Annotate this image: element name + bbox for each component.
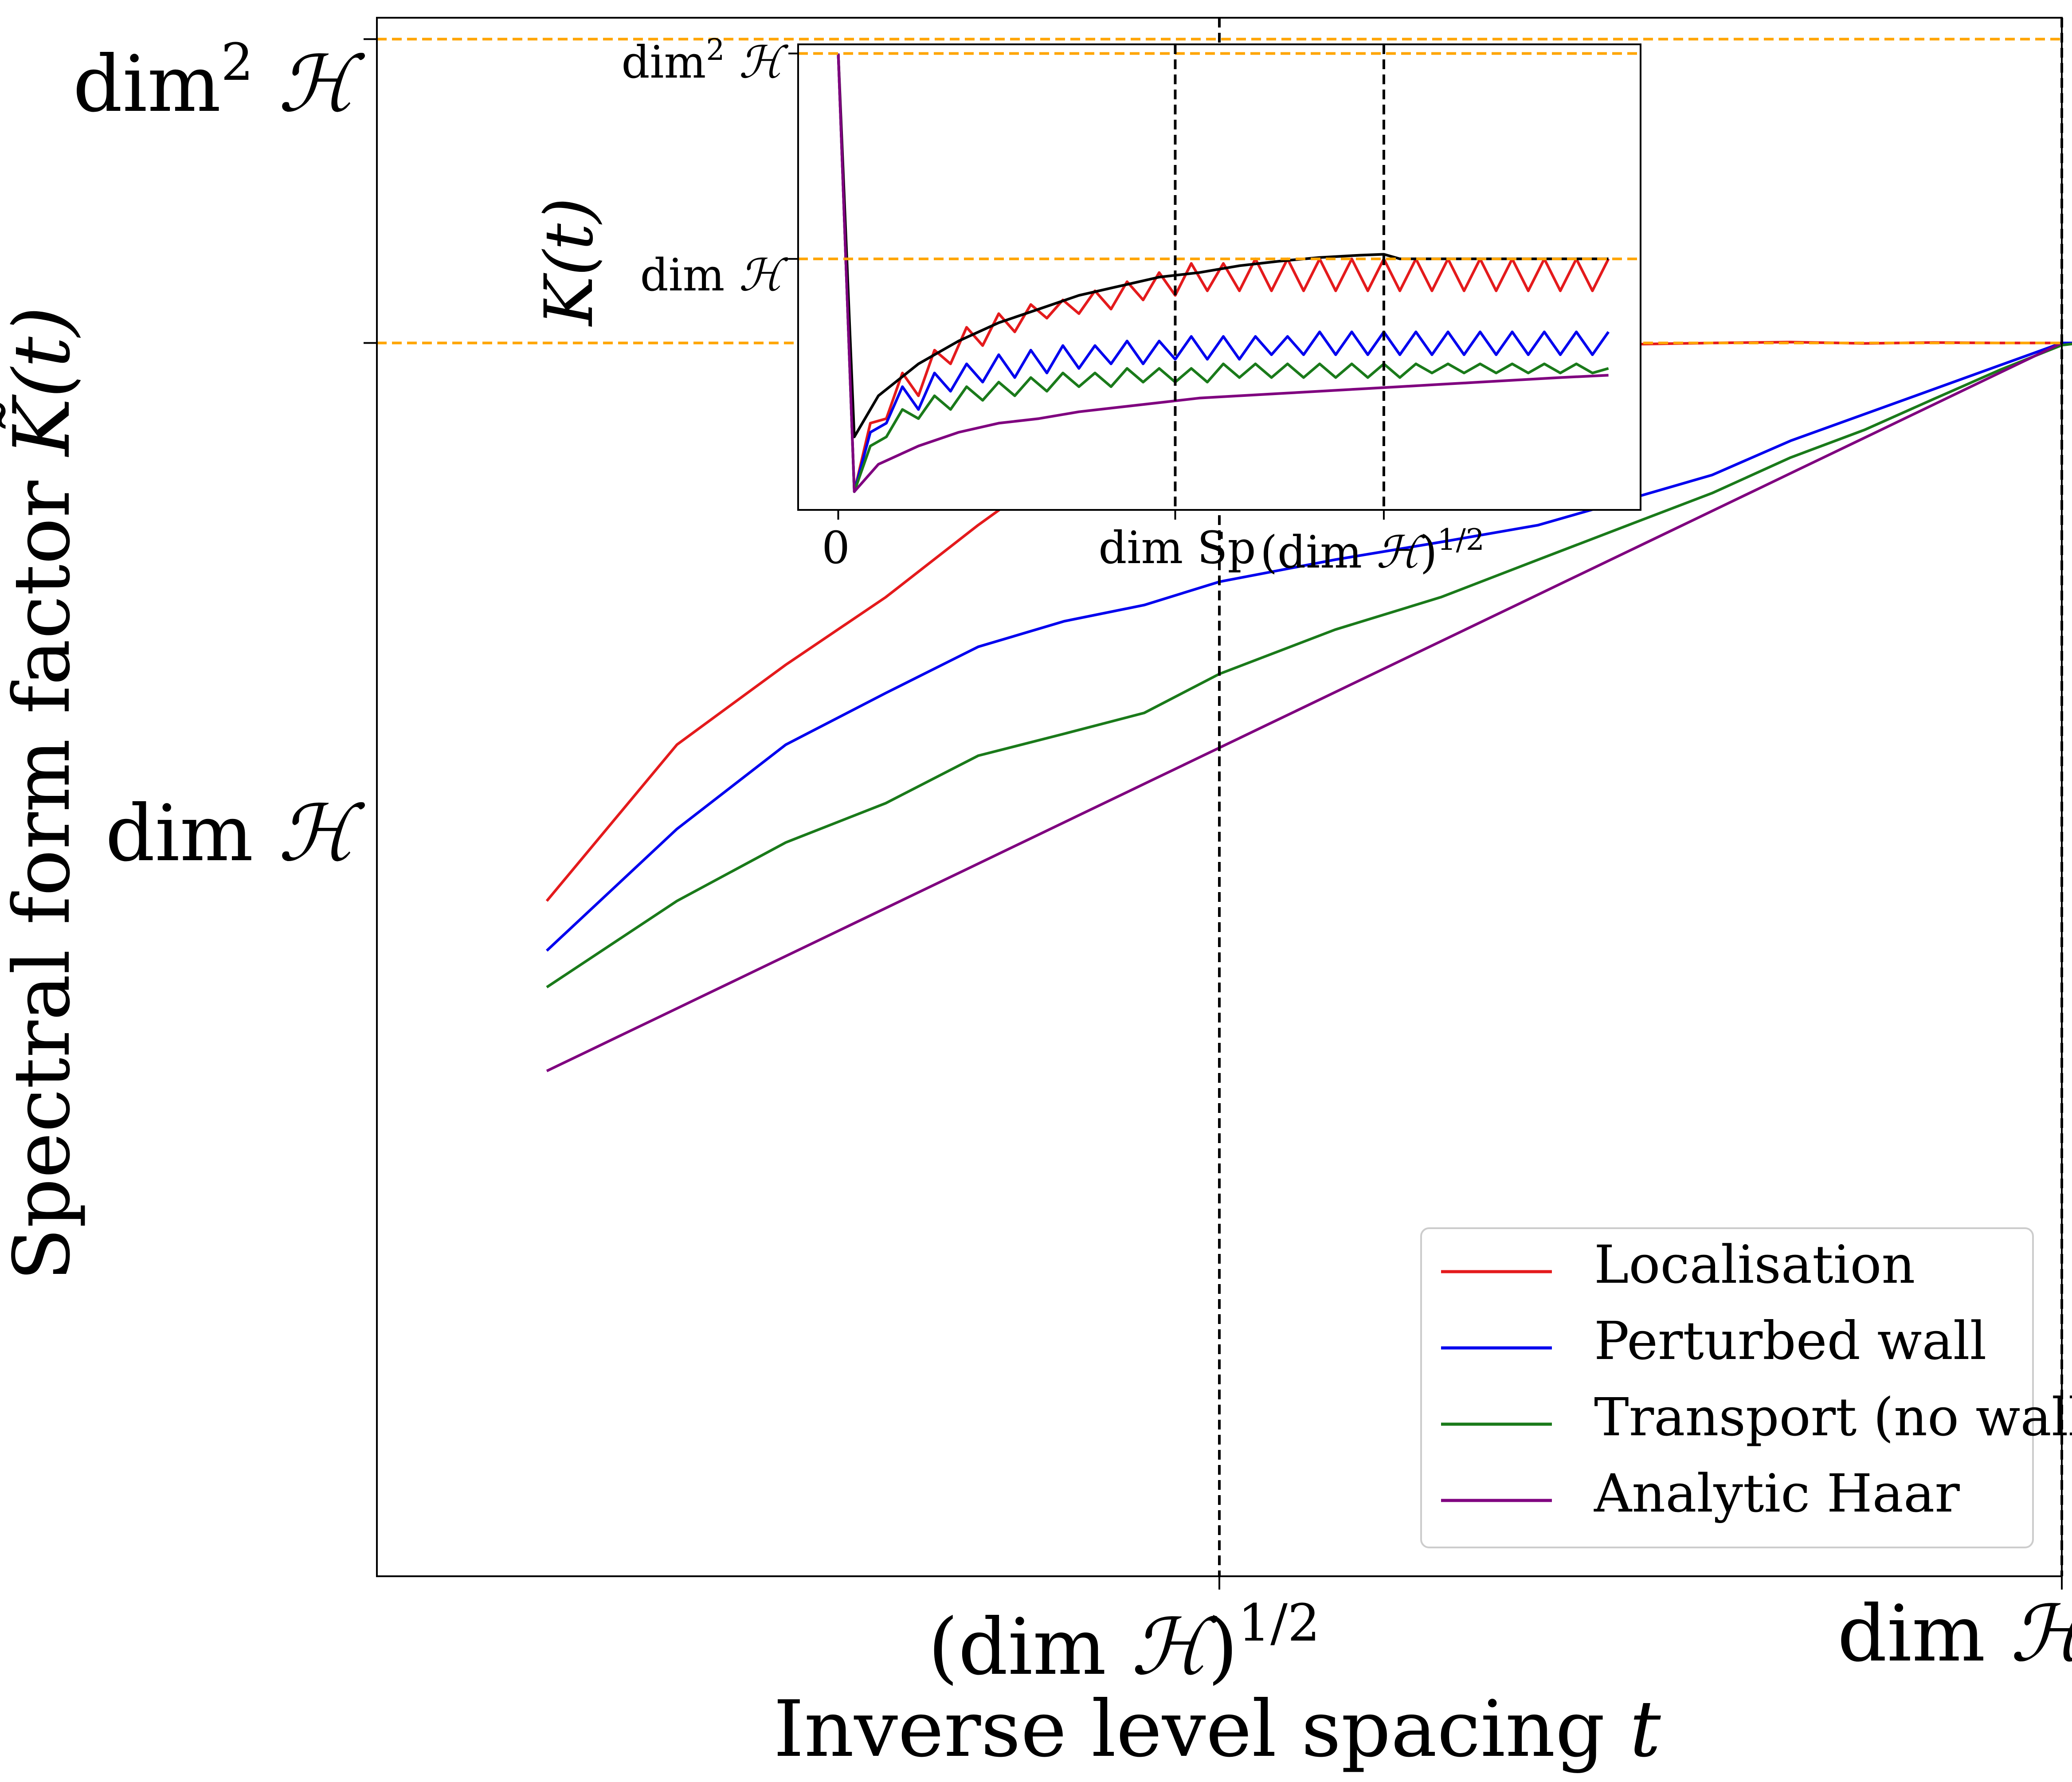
inset-xtick-label-sqrt-dimH: (dim ℋ)1/2 bbox=[1260, 523, 1484, 578]
main-xtick-label-dimH: dim ℋ bbox=[1837, 1589, 2072, 1679]
inset-xtick-label-dimSp: dim Sp bbox=[1098, 522, 1256, 574]
main-series-analytic-haar bbox=[546, 341, 2063, 1073]
main-series-perturbed-wall bbox=[546, 341, 2072, 952]
legend-label-transport: Transport (no wall) bbox=[1594, 1386, 2072, 1448]
legend-label-perturbed-wall: Perturbed wall bbox=[1594, 1310, 1986, 1371]
inset-xtick-label-zero: 0 bbox=[822, 522, 850, 574]
legend-label-localisation: Localisation bbox=[1594, 1234, 1915, 1295]
inset-series-perturbed-wall bbox=[837, 53, 1610, 493]
inset-ytick-label-dimH: dim ℋ bbox=[640, 249, 789, 301]
main-ytick-label-dim2H: dim2 ℋ bbox=[73, 33, 365, 129]
inset-ytick-label-dim2H: dim2 ℋ bbox=[622, 33, 789, 88]
inset-reference-lines bbox=[798, 44, 1641, 510]
main-y-axis-label: Spectral form factor K̃(t) bbox=[0, 306, 87, 1281]
legend-frame bbox=[1420, 1227, 2034, 1548]
inset-background bbox=[798, 44, 1641, 510]
legend: Localisation Perturbed wall Transport (n… bbox=[1420, 1227, 2072, 1548]
inset-ticks bbox=[788, 52, 1385, 520]
inset-series-transport-no-wall bbox=[837, 53, 1609, 493]
legend-label-analytic-haar: Analytic Haar bbox=[1594, 1463, 1960, 1524]
main-ytick-label-dimH: dim ℋ bbox=[105, 789, 365, 879]
inset-series-black-reference bbox=[837, 53, 1609, 439]
inset-plot: dim2 ℋ dim ℋ 0 dim Sp (dim ℋ)1/2 K(t) bbox=[531, 33, 1641, 578]
main-plot: dim2 ℋ dim ℋ (dim ℋ)1/2 dim ℋ Inverse le… bbox=[0, 17, 2072, 1774]
main-ticks bbox=[364, 38, 2063, 1590]
main-series-transport-no-wall bbox=[546, 342, 2072, 989]
main-x-axis-label: Inverse level spacing t bbox=[773, 1684, 1661, 1774]
main-xtick-label-sqrt-dimH: (dim ℋ)1/2 bbox=[928, 1594, 1320, 1692]
inset-series-analytic-haar bbox=[837, 53, 1609, 493]
inset-axes-frame bbox=[797, 43, 1641, 511]
inset-y-axis-label: K(t) bbox=[531, 197, 608, 327]
